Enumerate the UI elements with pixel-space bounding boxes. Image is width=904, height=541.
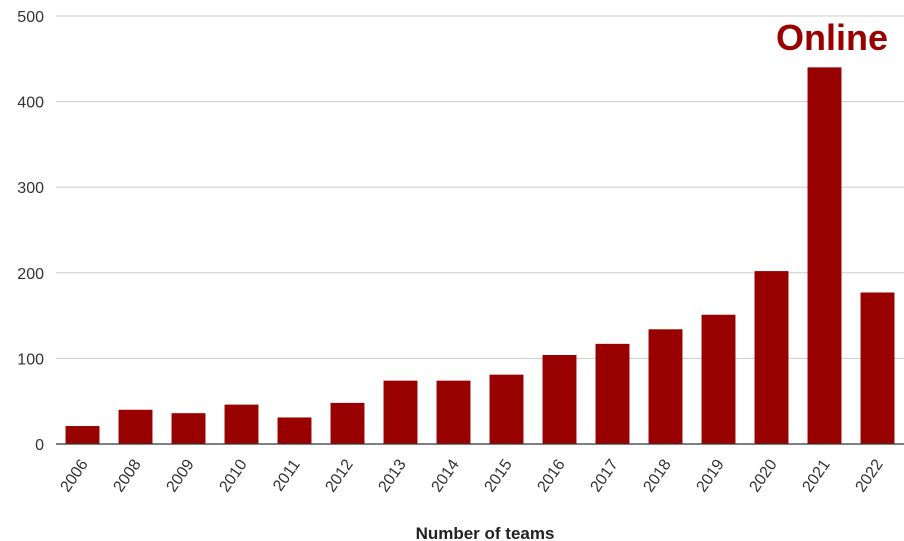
x-tick-label-2016: 2016: [534, 456, 568, 495]
x-tick-label-2014: 2014: [428, 456, 462, 495]
bar-2019: [701, 314, 736, 444]
bars: [65, 67, 895, 445]
x-tick-label-2022: 2022: [852, 456, 886, 495]
y-tick-label: 300: [17, 180, 44, 197]
bar-2018: [648, 329, 683, 444]
x-tick-label-2021: 2021: [799, 456, 833, 495]
bar-2013: [383, 380, 418, 444]
x-tick-label-2008: 2008: [110, 456, 144, 495]
x-tick-label-2018: 2018: [640, 456, 674, 495]
bar-2021: [807, 67, 842, 445]
x-tick-label-2011: 2011: [270, 456, 304, 494]
x-tick-label-2012: 2012: [322, 456, 356, 495]
x-tick-label-2015: 2015: [481, 456, 515, 495]
x-tick-label-2006: 2006: [57, 456, 91, 495]
bar-2020: [754, 271, 789, 444]
bar-2016: [542, 354, 577, 444]
x-axis-label: Number of teams: [416, 524, 555, 541]
y-tick-label: 100: [17, 351, 44, 368]
x-tick-label-2020: 2020: [746, 456, 780, 495]
bar-2015: [489, 374, 524, 444]
bar-2006: [65, 426, 100, 444]
x-tick-label-2013: 2013: [375, 456, 409, 495]
bar-2012: [330, 402, 365, 444]
x-axis-ticks: 2006 2008 2009 2010 2011 2012 2013 2014 2015 2016…: [57, 456, 886, 495]
online-annotation: Online: [776, 17, 888, 58]
x-tick-label-2019: 2019: [693, 456, 727, 495]
bar-2017: [595, 343, 630, 444]
x-tick-label-2009: 2009: [163, 456, 197, 495]
y-tick-label: 200: [17, 266, 44, 283]
y-tick-label: 500: [17, 9, 44, 26]
x-tick-label-2010: 2010: [216, 456, 250, 495]
bar-2008: [118, 409, 153, 444]
bar-2011: [277, 417, 312, 444]
bar-2010: [224, 404, 259, 444]
bar-2014: [436, 380, 471, 444]
bar-2022: [860, 292, 895, 444]
y-tick-label: 400: [17, 95, 44, 112]
x-tick-label-2017: 2017: [587, 456, 621, 495]
y-axis-ticks: 0 100 200 300 400 500: [17, 9, 44, 454]
bar-2009: [171, 413, 206, 444]
y-tick-label: 0: [35, 437, 44, 454]
